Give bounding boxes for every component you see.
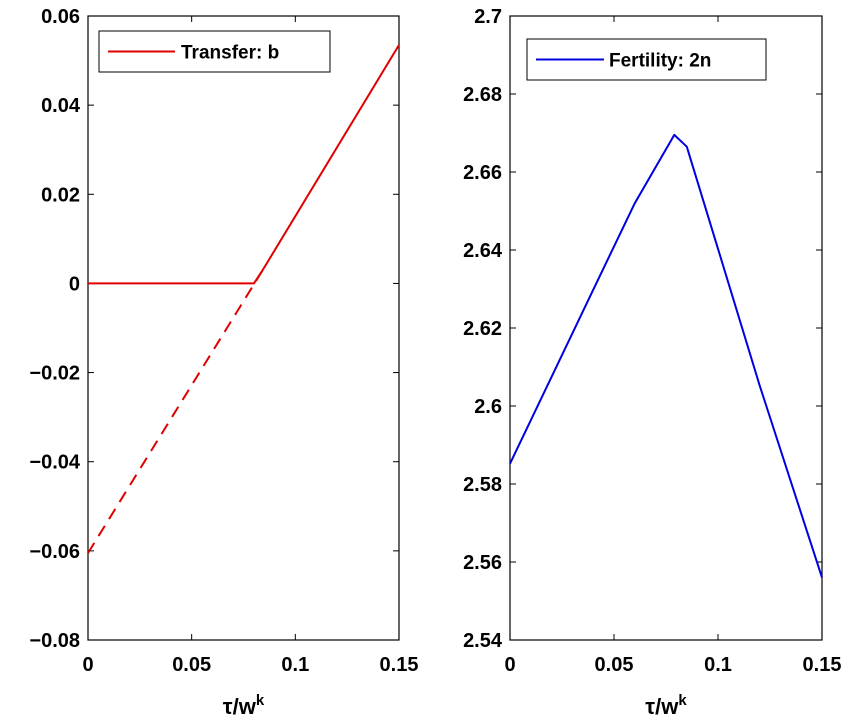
series-line	[509, 133, 823, 578]
x-tick-label: 0.05	[172, 654, 211, 676]
series-line	[88, 44, 400, 285]
y-tick-label: −0.02	[29, 363, 80, 385]
x-axis-title-base: τ/w	[645, 694, 679, 719]
legend-label: Fertility: 2n	[609, 51, 711, 72]
x-axis-title-superscript: k	[678, 692, 687, 709]
y-tick-label: 2.7	[474, 6, 502, 28]
x-axis-title-base: τ/w	[223, 694, 257, 719]
x-tick-label: 0	[82, 654, 93, 676]
dashed-series-line	[87, 270, 264, 554]
y-tick-label: 2.68	[463, 84, 502, 106]
x-tick-label: 0.15	[380, 654, 419, 676]
axes-frame	[509, 15, 823, 641]
fertility-legend: Fertility: 2n	[526, 38, 767, 81]
x-tick-label: 0.05	[595, 654, 634, 676]
x-axis-title: τ/wk	[223, 692, 265, 719]
x-axis-title: τ/wk	[645, 692, 687, 719]
x-tick-label: 0.1	[281, 654, 309, 676]
y-tick-label: −0.04	[29, 452, 80, 474]
y-tick-label: 2.64	[463, 240, 503, 262]
y-tick-label: 0.04	[41, 95, 81, 117]
y-tick-label: 2.6	[474, 396, 502, 418]
y-tick-label: −0.06	[29, 541, 80, 563]
y-tick-label: 2.54	[463, 630, 503, 652]
x-axis-title-superscript: k	[256, 692, 265, 709]
x-tick-label: 0.15	[803, 654, 842, 676]
y-tick-label: 2.56	[463, 552, 502, 574]
axes-frame	[87, 15, 400, 641]
y-tick-label: 0	[69, 273, 80, 295]
y-tick-label: 2.58	[463, 474, 502, 496]
transfer-chart-panel: 0 0.05 0.1 0.15 −0.08 −0.06 −0.04 −0.02 0 0.02 0.0…	[29, 6, 418, 719]
y-tick-label: −0.08	[29, 630, 80, 652]
fertility-chart-panel: 0 0.05 0.1 0.15 2.54 2.56 2.58 2.6 2.62 2.64 2.66 2…	[463, 6, 841, 719]
y-tick-label: 0.02	[41, 184, 80, 206]
transfer-legend: Transfer: b	[98, 30, 331, 73]
x-tick-label: 0.1	[704, 654, 732, 676]
y-tick-label: 0.06	[41, 6, 80, 28]
x-tick-label: 0	[504, 654, 515, 676]
y-tick-label: 2.62	[463, 318, 502, 340]
y-tick-label: 2.66	[463, 162, 502, 184]
legend-label: Transfer: b	[181, 43, 279, 64]
